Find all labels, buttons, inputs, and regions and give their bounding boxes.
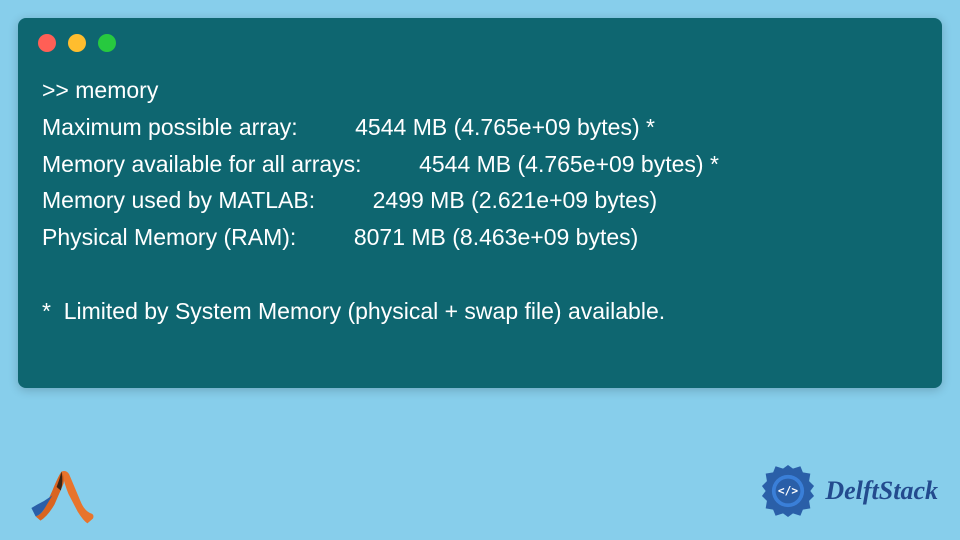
gear-icon: </>: [757, 460, 819, 522]
terminal-window: >> memory Maximum possible array: 4544 M…: [18, 18, 942, 388]
window-controls: [18, 18, 942, 60]
matlab-logo-icon: [30, 465, 100, 530]
terminal-line: Memory used by MATLAB: 2499 MB (2.621e+0…: [42, 187, 657, 213]
delftstack-label: DelftStack: [825, 476, 938, 506]
terminal-line: * Limited by System Memory (physical + s…: [42, 298, 665, 324]
terminal-prompt: >> memory: [42, 77, 158, 103]
terminal-line: Maximum possible array: 4544 MB (4.765e+…: [42, 114, 655, 140]
terminal-line: Physical Memory (RAM): 8071 MB (8.463e+0…: [42, 224, 638, 250]
close-icon[interactable]: [38, 34, 56, 52]
svg-text:</>: </>: [778, 485, 798, 498]
minimize-icon[interactable]: [68, 34, 86, 52]
delftstack-logo: </> DelftStack: [757, 460, 938, 522]
maximize-icon[interactable]: [98, 34, 116, 52]
terminal-line: Memory available for all arrays: 4544 MB…: [42, 151, 719, 177]
terminal-content: >> memory Maximum possible array: 4544 M…: [18, 60, 942, 350]
